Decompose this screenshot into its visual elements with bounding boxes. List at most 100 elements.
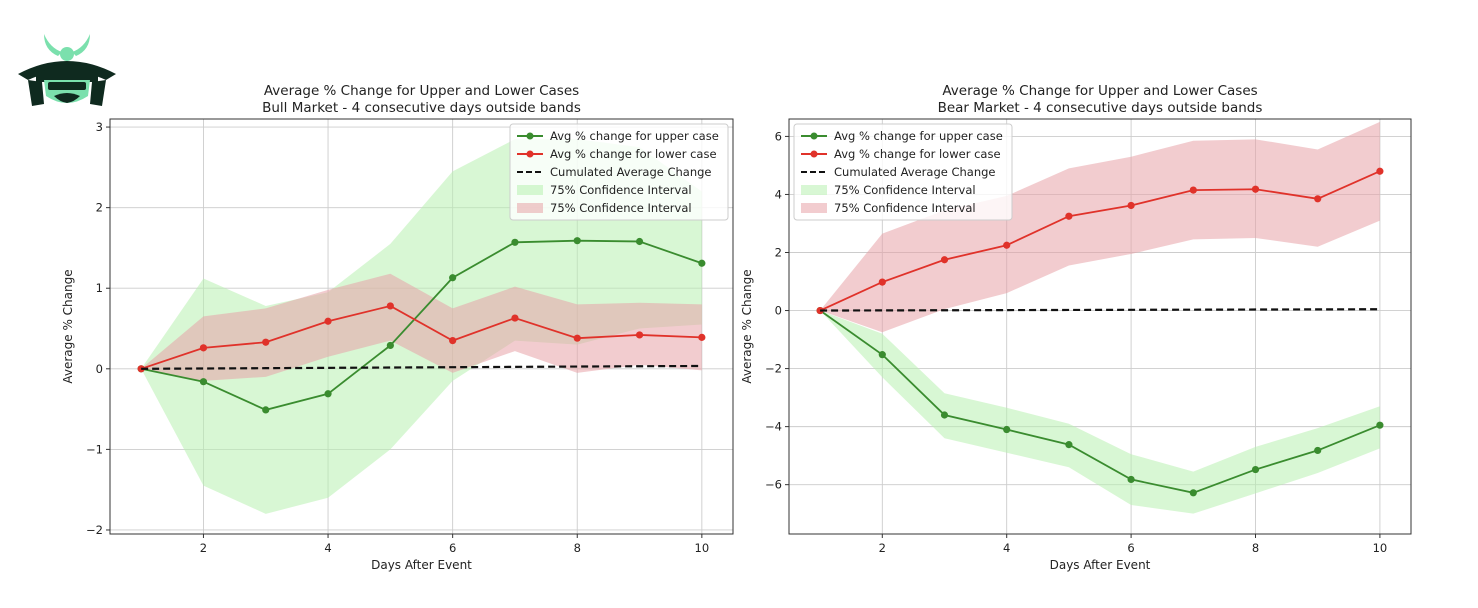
legend-item: Avg % change for lower case	[517, 147, 717, 161]
data-point	[262, 406, 270, 414]
legend-item: Avg % change for upper case	[801, 129, 1003, 143]
data-point	[1189, 489, 1197, 497]
data-point	[1127, 475, 1135, 484]
data-point	[1189, 186, 1197, 194]
x-axis-label: Days After Event	[371, 558, 472, 572]
x-tick-label: 10	[695, 541, 710, 555]
y-tick-label: 4	[775, 187, 782, 201]
legend-label: 75% Confidence Interval	[834, 201, 976, 215]
chart-2: Average % Change for Upper and Lower Cas…	[740, 83, 1412, 572]
x-tick-label: 8	[574, 541, 581, 555]
legend-item: Cumulated Average Change	[801, 165, 996, 179]
data-point	[1251, 185, 1260, 193]
data-point	[878, 351, 886, 359]
chart-title: Average % Change for Upper and Lower Cas…	[942, 83, 1257, 99]
data-point	[878, 278, 886, 286]
y-tick-label: 1	[96, 281, 103, 295]
legend-label: 75% Confidence Interval	[550, 201, 692, 215]
x-tick-label: 2	[879, 541, 886, 555]
data-point	[1127, 201, 1135, 210]
data-point	[1065, 441, 1073, 449]
series-line-1	[819, 309, 1381, 494]
data-point	[449, 337, 457, 345]
legend-label: 75% Confidence Interval	[834, 183, 976, 197]
data-point	[1003, 425, 1011, 434]
confidence-band-2	[820, 121, 1380, 333]
series-line-3	[141, 364, 702, 370]
data-point	[386, 341, 394, 350]
data-point	[449, 274, 457, 282]
y-tick-label: 3	[96, 120, 103, 134]
legend-swatch	[517, 203, 543, 213]
data-point	[324, 317, 332, 325]
data-point	[386, 302, 394, 310]
legend-item: Avg % change for upper case	[517, 129, 719, 143]
data-point	[1065, 212, 1073, 220]
data-point	[573, 237, 581, 245]
legend-item: 75% Confidence Interval	[517, 183, 692, 197]
legend-label: 75% Confidence Interval	[550, 183, 692, 197]
data-point	[1314, 195, 1322, 203]
y-axis-label: Average % Change	[61, 269, 75, 383]
legend-swatch	[801, 185, 827, 195]
legend-marker	[526, 150, 534, 158]
legend-marker	[810, 132, 818, 140]
confidence-band-1	[820, 310, 1380, 514]
y-tick-label: 6	[775, 129, 782, 143]
legend-label: Cumulated Average Change	[834, 165, 996, 179]
legend-label: Cumulated Average Change	[550, 165, 712, 179]
y-tick-label: 0	[775, 304, 782, 318]
data-point	[698, 333, 706, 341]
data-point	[324, 390, 332, 398]
chart-subtitle: Bear Market - 4 consecutive days outside…	[938, 100, 1263, 116]
y-tick-label: −4	[765, 420, 782, 434]
x-tick-label: 10	[1373, 541, 1388, 555]
series-line-2	[140, 304, 702, 370]
series-line-1	[140, 239, 703, 411]
x-tick-label: 8	[1252, 541, 1259, 555]
y-tick-label: 2	[96, 201, 103, 215]
legend: Avg % change for upper case Avg % change …	[509, 123, 729, 221]
data-point	[635, 237, 644, 246]
samurai-helmet-logo	[18, 34, 116, 106]
legend-swatch	[517, 185, 543, 195]
chart-subtitle: Bull Market - 4 consecutive days outside…	[262, 100, 581, 116]
y-tick-label: −2	[86, 523, 103, 537]
chart-title: Average % Change for Upper and Lower Cas…	[264, 83, 579, 99]
data-point	[511, 314, 519, 322]
legend-item: 75% Confidence Interval	[801, 201, 976, 215]
x-tick-label: 6	[449, 541, 456, 555]
data-point	[635, 331, 644, 339]
y-tick-label: 2	[775, 245, 782, 259]
series-line-3	[820, 308, 1380, 312]
plot-frame	[788, 118, 1412, 535]
y-tick-label: 0	[96, 362, 103, 376]
data-point	[1003, 241, 1011, 249]
legend-swatch	[801, 203, 827, 213]
legend-item: 75% Confidence Interval	[801, 183, 976, 197]
y-tick-label: −1	[86, 442, 103, 456]
legend-item: Cumulated Average Change	[517, 165, 712, 179]
data-point	[940, 411, 949, 419]
data-point	[1376, 421, 1384, 429]
y-axis-label: Average % Change	[740, 269, 754, 383]
data-point	[1314, 446, 1322, 455]
legend-marker	[810, 150, 818, 158]
legend-item: Avg % change for lower case	[801, 147, 1001, 161]
x-tick-label: 2	[200, 541, 207, 555]
data-point	[573, 334, 581, 342]
legend-item: 75% Confidence Interval	[517, 201, 692, 215]
x-axis-label: Days After Event	[1050, 558, 1151, 572]
legend-label: Avg % change for lower case	[550, 147, 717, 161]
legend-box	[793, 123, 1013, 221]
x-tick-label: 4	[324, 541, 331, 555]
y-tick-label: −6	[765, 478, 782, 492]
legend-label: Avg % change for upper case	[550, 129, 719, 143]
chart-1: Average % Change for Upper and Lower Cas…	[61, 83, 734, 572]
x-tick-label: 4	[1003, 541, 1010, 555]
data-point	[262, 338, 270, 346]
data-point	[199, 344, 208, 352]
plot-frame	[109, 118, 734, 535]
legend-marker	[526, 132, 534, 140]
